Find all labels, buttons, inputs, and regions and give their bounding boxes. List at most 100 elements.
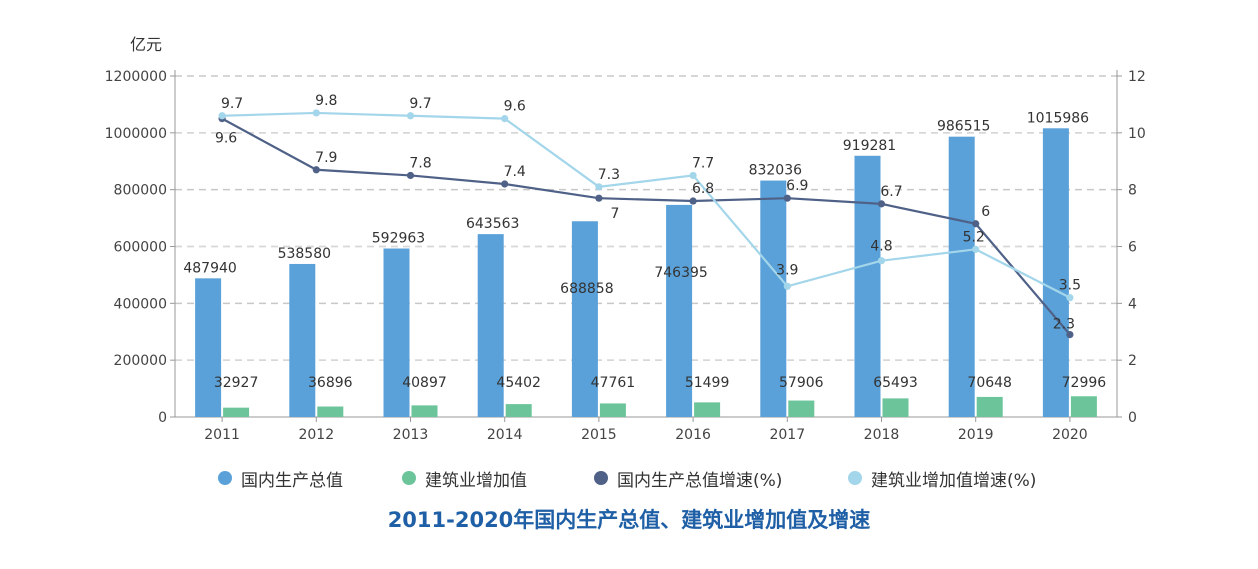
label-gdp: 986515 [937, 119, 990, 135]
point-gdp-growth [501, 180, 509, 188]
label-gdp: 746395 [654, 265, 707, 281]
label-gdp-growth: 2.3 [1053, 317, 1075, 333]
right-tick-label: 2 [1128, 353, 1137, 369]
legend-label-construction-growth: 建筑业增加值增速(%) [871, 470, 1037, 491]
bar-construction [223, 407, 250, 417]
left-axis-ticks: 0 200000 400000 600000 800000 1000000 1200000 [105, 69, 175, 426]
bar-gdp [289, 263, 316, 417]
bar-gdp [383, 248, 410, 417]
point-gdp-growth [595, 194, 603, 202]
x-tick-label: 2013 [393, 427, 429, 443]
label-construction-growth: 5.2 [963, 229, 985, 245]
legend-label-gdp: 国内生产总值 [241, 470, 343, 491]
label-construction: 40897 [402, 375, 447, 391]
label-gdp-growth: 7.4 [504, 164, 526, 180]
legend-label-construction: 建筑业增加值 [425, 470, 527, 491]
line-construction-growth [222, 111, 1071, 299]
label-construction-growth: 9.7 [221, 96, 243, 112]
bar-construction [411, 405, 438, 417]
label-gdp-growth: 7.8 [409, 155, 431, 171]
bar-gdp [760, 180, 787, 417]
label-construction-growth: 7.7 [692, 155, 714, 171]
chart-title: 2011-2020年国内生产总值、建筑业增加值及增速 [387, 508, 871, 532]
legend-item-construction[interactable]: 建筑业增加值 [402, 466, 527, 491]
legend-marker-gdp-growth [594, 471, 608, 485]
label-construction-growth: 9.8 [315, 93, 337, 109]
label-gdp-growth: 9.6 [215, 131, 237, 147]
label-gdp-growth: 6 [981, 204, 990, 220]
label-gdp: 538580 [278, 246, 331, 262]
bar-construction [882, 398, 909, 417]
label-construction: 72996 [1062, 375, 1107, 391]
left-tick-label: 1200000 [105, 69, 167, 85]
point-construction-growth [595, 183, 603, 191]
legend-marker-gdp [218, 471, 232, 485]
label-gdp: 487940 [183, 260, 236, 276]
bar-gdp [854, 155, 881, 417]
label-construction-growth: 9.6 [504, 99, 526, 115]
lines [218, 109, 1074, 339]
data-labels: 487940 32927 538580 36896 592963 40897 643563 4… [183, 93, 1106, 391]
legend-marker-construction-growth [848, 471, 862, 485]
point-construction-growth [312, 109, 320, 117]
x-axis-ticks: 2011 2012 2013 2014 2015 2016 2017 2018 2019 2020 [204, 417, 1088, 443]
label-gdp: 643563 [466, 216, 519, 232]
label-gdp: 688858 [560, 281, 613, 297]
right-tick-label: 10 [1128, 126, 1146, 142]
x-tick-label: 2016 [675, 427, 711, 443]
left-tick-label: 1000000 [105, 126, 167, 142]
point-construction-growth [218, 112, 226, 120]
label-construction: 36896 [308, 375, 353, 391]
bar-construction [976, 396, 1003, 417]
label-construction-growth: 3.5 [1059, 278, 1081, 294]
x-tick-label: 2020 [1052, 427, 1088, 443]
label-gdp-growth: 7 [610, 206, 619, 222]
label-construction-growth: 9.7 [409, 96, 431, 112]
legend-marker-construction [402, 471, 416, 485]
bar-construction [505, 404, 532, 417]
right-tick-label: 6 [1128, 240, 1137, 256]
label-construction-growth: 3.9 [776, 262, 798, 278]
legend-item-gdp-growth[interactable]: 国内生产总值增速(%) [594, 466, 782, 491]
x-tick-label: 2014 [487, 427, 523, 443]
bar-gdp [571, 221, 598, 417]
point-construction-growth [406, 112, 415, 120]
x-tick-label: 2011 [204, 427, 240, 443]
left-tick-label: 0 [158, 410, 167, 426]
label-gdp: 1015986 [1027, 110, 1089, 126]
right-tick-label: 8 [1128, 183, 1137, 199]
line-gdp-growth [221, 117, 1071, 336]
label-gdp: 919281 [843, 138, 896, 154]
point-gdp-growth [972, 220, 980, 228]
label-construction: 65493 [873, 375, 918, 391]
left-tick-label: 200000 [114, 353, 167, 369]
bar-gdp [477, 234, 504, 417]
legend-item-construction-growth[interactable]: 建筑业增加值增速(%) [848, 466, 1037, 491]
bar-construction [694, 402, 721, 417]
label-construction: 45402 [496, 375, 541, 391]
point-construction-growth [1066, 294, 1074, 302]
label-construction-growth: 4.8 [870, 239, 892, 255]
bar-gdp [948, 136, 975, 417]
bar-construction [788, 400, 815, 417]
label-gdp-growth: 6.9 [786, 178, 808, 194]
point-construction-growth [783, 282, 791, 290]
x-tick-label: 2019 [958, 427, 994, 443]
bar-construction [1070, 396, 1097, 417]
legend-item-gdp[interactable]: 国内生产总值 [218, 466, 343, 491]
point-construction-growth [877, 257, 886, 265]
right-tick-label: 0 [1128, 410, 1137, 426]
label-gdp-growth: 6.8 [692, 181, 714, 197]
bar-gdp [195, 278, 222, 417]
label-gdp: 592963 [372, 230, 425, 246]
point-construction-growth [972, 245, 980, 253]
bar-gdp [1042, 128, 1069, 417]
x-tick-label: 2018 [864, 427, 900, 443]
x-tick-label: 2012 [298, 427, 334, 443]
label-construction: 32927 [214, 375, 259, 391]
point-construction-growth [689, 171, 697, 180]
label-construction-growth: 7.3 [598, 167, 620, 183]
bar-construction [599, 403, 626, 417]
left-tick-label: 600000 [114, 240, 167, 256]
